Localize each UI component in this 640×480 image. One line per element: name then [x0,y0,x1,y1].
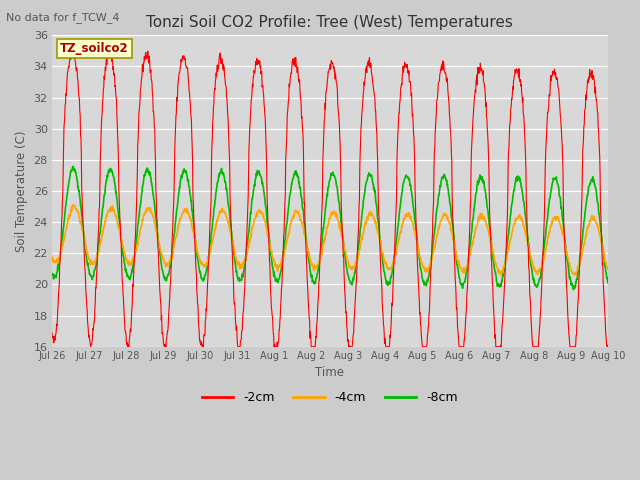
-2cm [490,303,497,309]
-8cm [604,280,612,286]
-8cm [538,261,546,266]
Line: -8cm: -8cm [52,166,608,289]
Legend: -2cm, -4cm, -8cm: -2cm, -4cm, -8cm [197,386,463,409]
-2cm [604,344,612,349]
-2cm [539,258,547,264]
Line: -4cm: -4cm [52,204,608,275]
-4cm [172,234,180,240]
Title: Tonzi Soil CO2 Profile: Tree (West) Temperatures: Tonzi Soil CO2 Profile: Tree (West) Temp… [147,15,513,30]
-8cm [159,267,166,273]
-8cm [48,271,56,276]
-8cm [570,287,577,292]
-2cm [69,46,77,52]
-8cm [234,277,242,283]
-4cm [48,253,56,259]
-8cm [417,265,424,271]
Text: No data for f_TCW_4: No data for f_TCW_4 [6,12,120,23]
-4cm [417,255,424,261]
-4cm [70,202,77,207]
-2cm [159,332,166,337]
-2cm [417,324,425,329]
-4cm [159,255,166,261]
-4cm [571,272,579,277]
-2cm [87,344,95,349]
Y-axis label: Soil Temperature (C): Soil Temperature (C) [15,130,28,252]
Line: -2cm: -2cm [52,49,608,347]
-8cm [69,163,77,169]
-4cm [538,260,546,265]
-2cm [48,330,56,336]
-4cm [604,266,612,272]
-2cm [235,344,243,349]
-4cm [234,262,242,268]
-2cm [173,110,180,116]
-4cm [489,251,497,256]
Text: TZ_soilco2: TZ_soilco2 [60,42,129,55]
X-axis label: Time: Time [316,366,344,380]
-8cm [172,214,180,220]
-8cm [489,257,497,263]
